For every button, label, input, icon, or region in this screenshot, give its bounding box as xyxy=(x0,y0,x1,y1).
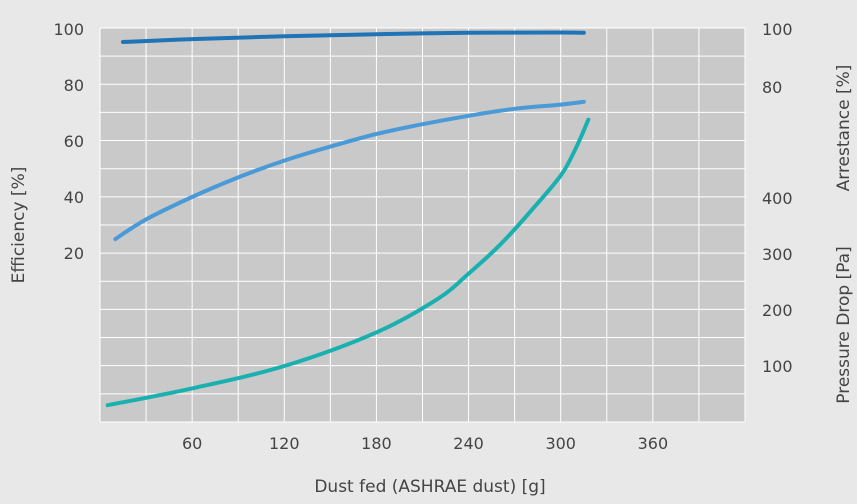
left-tick-label: 60 xyxy=(64,132,84,151)
pressure_drop-line xyxy=(105,117,591,408)
left-tick-label: 80 xyxy=(64,76,84,95)
pressure-drop-tick-label: 300 xyxy=(762,245,793,264)
x-tick-label: 180 xyxy=(361,434,392,453)
arrestance-axis-ticks: 80 100 xyxy=(762,20,793,97)
pressure-drop-axis-ticks: 100 200 300 400 xyxy=(762,189,793,376)
x-tick-label: 360 xyxy=(638,434,669,453)
x-axis-label: Dust fed (ASHRAE dust) [g] xyxy=(314,477,545,497)
left-axis-label: Efficiency [%] xyxy=(9,167,29,284)
left-axis-ticks: 20 40 60 80 100 xyxy=(53,20,84,263)
pressure-drop-axis-label: Pressure Drop [Pa] xyxy=(834,246,854,403)
efficiency-line xyxy=(113,99,586,241)
pressure-drop-tick-label: 200 xyxy=(762,301,793,320)
arrestance-tick-label: 100 xyxy=(762,20,793,39)
pressure-drop-tick-label: 400 xyxy=(762,189,793,208)
grid xyxy=(99,27,746,423)
arrestance-tick-label: 80 xyxy=(762,78,782,97)
x-tick-label: 300 xyxy=(545,434,576,453)
arrestance-axis-label: Arrestance [%] xyxy=(834,65,854,192)
x-axis-ticks: 60 120 180 240 300 360 xyxy=(182,434,668,453)
x-tick-label: 240 xyxy=(453,434,484,453)
x-tick-label: 120 xyxy=(269,434,300,453)
x-tick-label: 60 xyxy=(182,434,202,453)
left-tick-label: 40 xyxy=(64,188,84,207)
left-tick-label: 100 xyxy=(53,20,84,39)
series-lines xyxy=(105,30,591,408)
pressure-drop-tick-label: 100 xyxy=(762,357,793,376)
left-tick-label: 20 xyxy=(64,244,84,263)
arrestance-line xyxy=(121,30,586,44)
